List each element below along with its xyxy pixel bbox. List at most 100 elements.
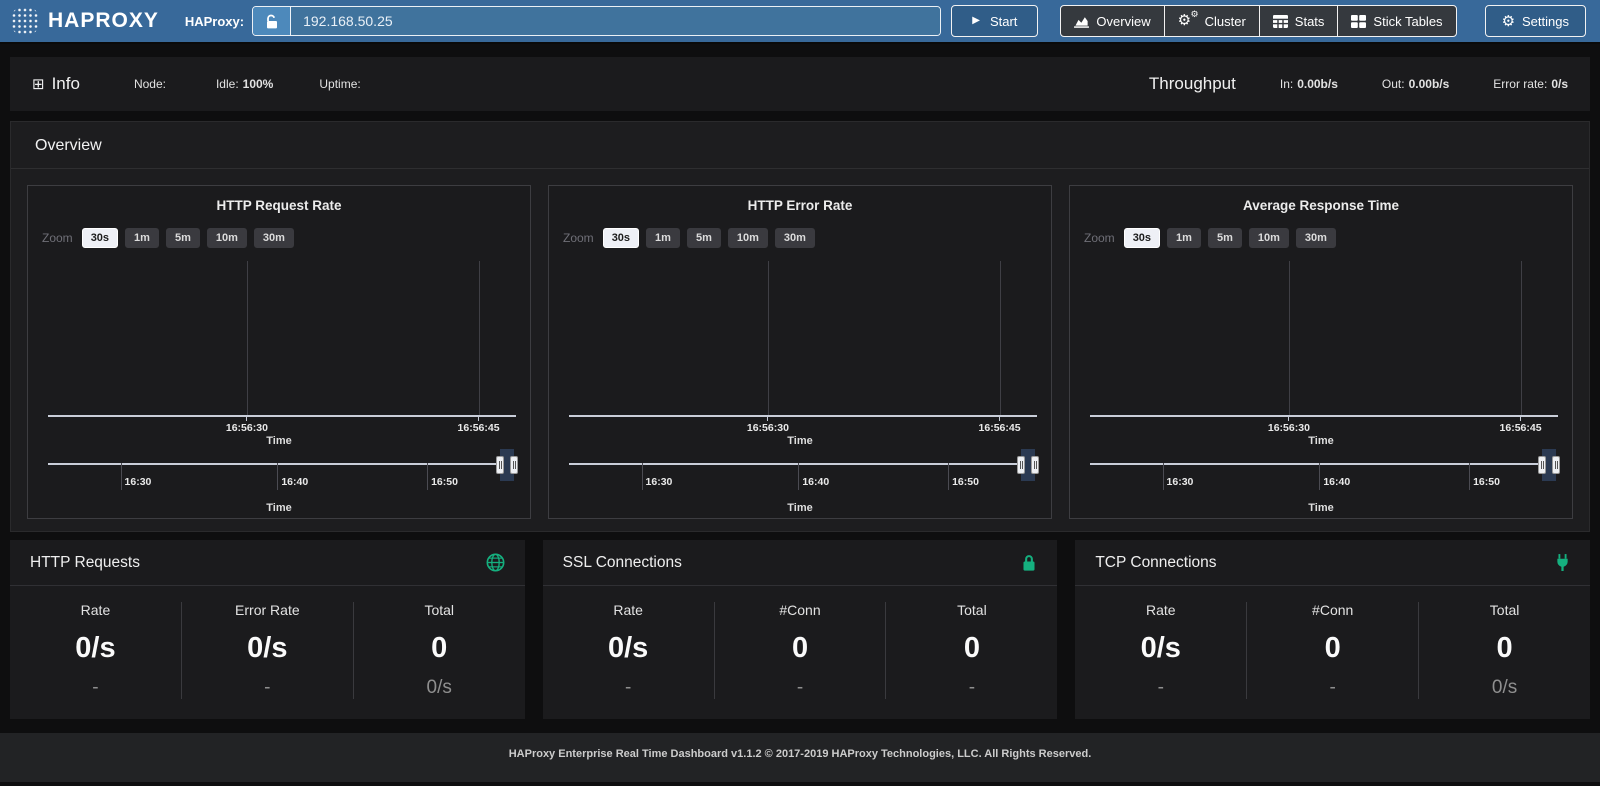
range-navigator[interactable]: 16:30 16:40 16:50 bbox=[48, 449, 519, 499]
x-axis-ticks: 16:56:30 16:56:45 bbox=[569, 417, 1037, 434]
navigator-right-handle[interactable] bbox=[510, 456, 519, 474]
chart-plot-area bbox=[48, 261, 516, 417]
start-button[interactable]: ▶ Start bbox=[951, 5, 1039, 37]
tab-overview[interactable]: Overview bbox=[1060, 5, 1165, 37]
zoom-range-button[interactable]: 30s bbox=[602, 228, 640, 248]
zoom-range-button[interactable]: 30s bbox=[81, 228, 119, 248]
zoom-range-button[interactable]: 1m bbox=[125, 228, 159, 248]
chart-title: HTTP Request Rate bbox=[216, 198, 342, 213]
stat-sub-value: - bbox=[624, 677, 632, 698]
chart-panel: HTTP Request Rate Zoom 30s 1m 5m 10m bbox=[27, 185, 531, 519]
footer: HAProxy Enterprise Real Time Dashboard v… bbox=[0, 733, 1600, 782]
haproxy-logo: HAPROXY bbox=[10, 6, 159, 36]
navigator-left-handle[interactable] bbox=[496, 456, 505, 474]
navigator-right-handle[interactable] bbox=[1031, 456, 1040, 474]
play-icon: ▶ bbox=[972, 15, 980, 26]
stat-value: 0 bbox=[1496, 632, 1513, 664]
navigator-tick-label: 16:50 bbox=[1473, 476, 1500, 488]
stat-cards-row: HTTP Requests Rate 0/s - bbox=[10, 540, 1591, 719]
stat-label: Total bbox=[1489, 602, 1520, 618]
x-axis-tick: 16:56:45 bbox=[458, 417, 500, 434]
stat-value: 0/s bbox=[1140, 632, 1181, 664]
cogs-icon: ⚙ ⚙ bbox=[1177, 9, 1199, 29]
info-fields: Node: Idle: 100% Uptime: bbox=[134, 77, 365, 91]
card-title: SSL Connections bbox=[562, 553, 682, 571]
zoom-range-button[interactable]: 1m bbox=[646, 228, 680, 248]
stat-value: 0/s bbox=[75, 632, 116, 664]
throughput-out: Out: 0.00b/s bbox=[1381, 77, 1450, 91]
navigator-selected-range[interactable] bbox=[1538, 449, 1561, 481]
chart-area-icon bbox=[1074, 15, 1090, 28]
zoom-label: Zoom bbox=[563, 231, 594, 245]
x-axis-tick: 16:56:30 bbox=[1268, 417, 1310, 434]
view-switch-group: Overview ⚙ ⚙ Cluster Stats bbox=[1060, 5, 1457, 37]
zoom-range-button[interactable]: 10m bbox=[206, 228, 247, 248]
zoom-range-button[interactable]: 30m bbox=[253, 228, 294, 248]
card-title: TCP Connections bbox=[1095, 553, 1217, 571]
chart-title: Average Response Time bbox=[1242, 198, 1400, 213]
address-input[interactable] bbox=[291, 7, 941, 35]
overview-panel: Overview HTTP Request Rate Zoom 30s 1m 5… bbox=[10, 121, 1590, 532]
stat-column: #Conn 0 - bbox=[1246, 602, 1418, 699]
zoom-label: Zoom bbox=[1084, 231, 1115, 245]
navigator-tick-label: 16:50 bbox=[431, 476, 458, 488]
range-navigator[interactable]: 16:30 16:40 16:50 bbox=[569, 449, 1040, 499]
info-field: Node: bbox=[133, 77, 166, 91]
throughput-section: Throughput In: 0.00b/s Out: 0.00b/s Error … bbox=[1149, 74, 1568, 94]
navigator-tick-label: 16:30 bbox=[1166, 476, 1194, 488]
navigator-axis-title: Time bbox=[787, 502, 813, 514]
x-axis-line bbox=[48, 415, 516, 417]
navigator-right-handle[interactable] bbox=[1552, 456, 1561, 474]
navigator-selected-range[interactable] bbox=[1017, 449, 1040, 481]
stat-label: Total bbox=[957, 602, 987, 618]
top-navbar: HAPROXY HAProxy: ▶ Start Overview bbox=[0, 0, 1600, 44]
zoom-controls: Zoom 30s 1m 5m 10m 30m bbox=[1080, 228, 1562, 248]
zoom-range-button[interactable]: 30m bbox=[1295, 228, 1336, 248]
chart-plot-area bbox=[569, 261, 1037, 417]
card-title: HTTP Requests bbox=[30, 553, 140, 571]
gridline bbox=[246, 261, 248, 417]
stat-column: Total 0 0/s bbox=[352, 602, 525, 699]
navigator-selected-range[interactable] bbox=[496, 449, 519, 481]
settings-button[interactable]: ⚙ Settings bbox=[1484, 5, 1586, 37]
tab-stick-tables[interactable]: Stick Tables bbox=[1337, 5, 1457, 37]
charts-row: HTTP Request Rate Zoom 30s 1m 5m 10m bbox=[11, 169, 1589, 531]
gridline bbox=[767, 261, 769, 417]
plus-square-icon: ⊞ bbox=[32, 76, 45, 93]
stat-label: #Conn bbox=[1312, 602, 1354, 618]
chart-panel: HTTP Error Rate Zoom 30s 1m 5m 10m bbox=[548, 185, 1052, 519]
range-navigator[interactable]: 16:30 16:40 16:50 bbox=[1090, 449, 1561, 499]
tab-cluster[interactable]: ⚙ ⚙ Cluster bbox=[1163, 5, 1260, 37]
address-label: HAProxy: bbox=[184, 13, 245, 29]
navigator-tick-label: 16:30 bbox=[124, 476, 152, 488]
navigator-left-handle[interactable] bbox=[1538, 456, 1547, 474]
info-toggle[interactable]: ⊞ Info bbox=[32, 74, 80, 93]
navigator-axis-line bbox=[1090, 463, 1558, 465]
zoom-range-button[interactable]: 10m bbox=[1248, 228, 1289, 248]
gridline bbox=[1288, 261, 1290, 417]
stat-sub-value: - bbox=[968, 677, 976, 698]
zoom-label: Zoom bbox=[42, 231, 73, 245]
navigator-left-handle[interactable] bbox=[1017, 456, 1026, 474]
zoom-range-button[interactable]: 1m bbox=[1167, 228, 1201, 248]
unlock-button[interactable] bbox=[253, 7, 292, 35]
navigator-tick-label: 16:40 bbox=[281, 476, 309, 488]
zoom-controls: Zoom 30s 1m 5m 10m 30m bbox=[559, 228, 1041, 248]
zoom-range-button[interactable]: 30m bbox=[774, 228, 815, 248]
zoom-range-button[interactable]: 10m bbox=[727, 228, 768, 248]
zoom-range-button[interactable]: 30s bbox=[1123, 228, 1161, 248]
zoom-range-button[interactable]: 5m bbox=[686, 228, 721, 248]
stat-label: Rate bbox=[613, 602, 643, 618]
throughput-title: Throughput bbox=[1148, 74, 1236, 93]
address-input-group bbox=[252, 6, 942, 36]
zoom-range-button[interactable]: 5m bbox=[165, 228, 200, 248]
zoom-range-button[interactable]: 5m bbox=[1207, 228, 1242, 248]
navigator-axis-line bbox=[569, 463, 1037, 465]
tick-label: 16:56:30 bbox=[746, 422, 789, 434]
tab-stats[interactable]: Stats bbox=[1258, 5, 1339, 37]
stat-column: Total 0 0/s bbox=[1418, 602, 1590, 699]
throughput-in: In: 0.00b/s bbox=[1279, 77, 1338, 91]
x-axis-tick: 16:56:45 bbox=[979, 417, 1021, 434]
x-axis-title: Time bbox=[1308, 435, 1334, 447]
chart-title: HTTP Error Rate bbox=[747, 198, 853, 213]
